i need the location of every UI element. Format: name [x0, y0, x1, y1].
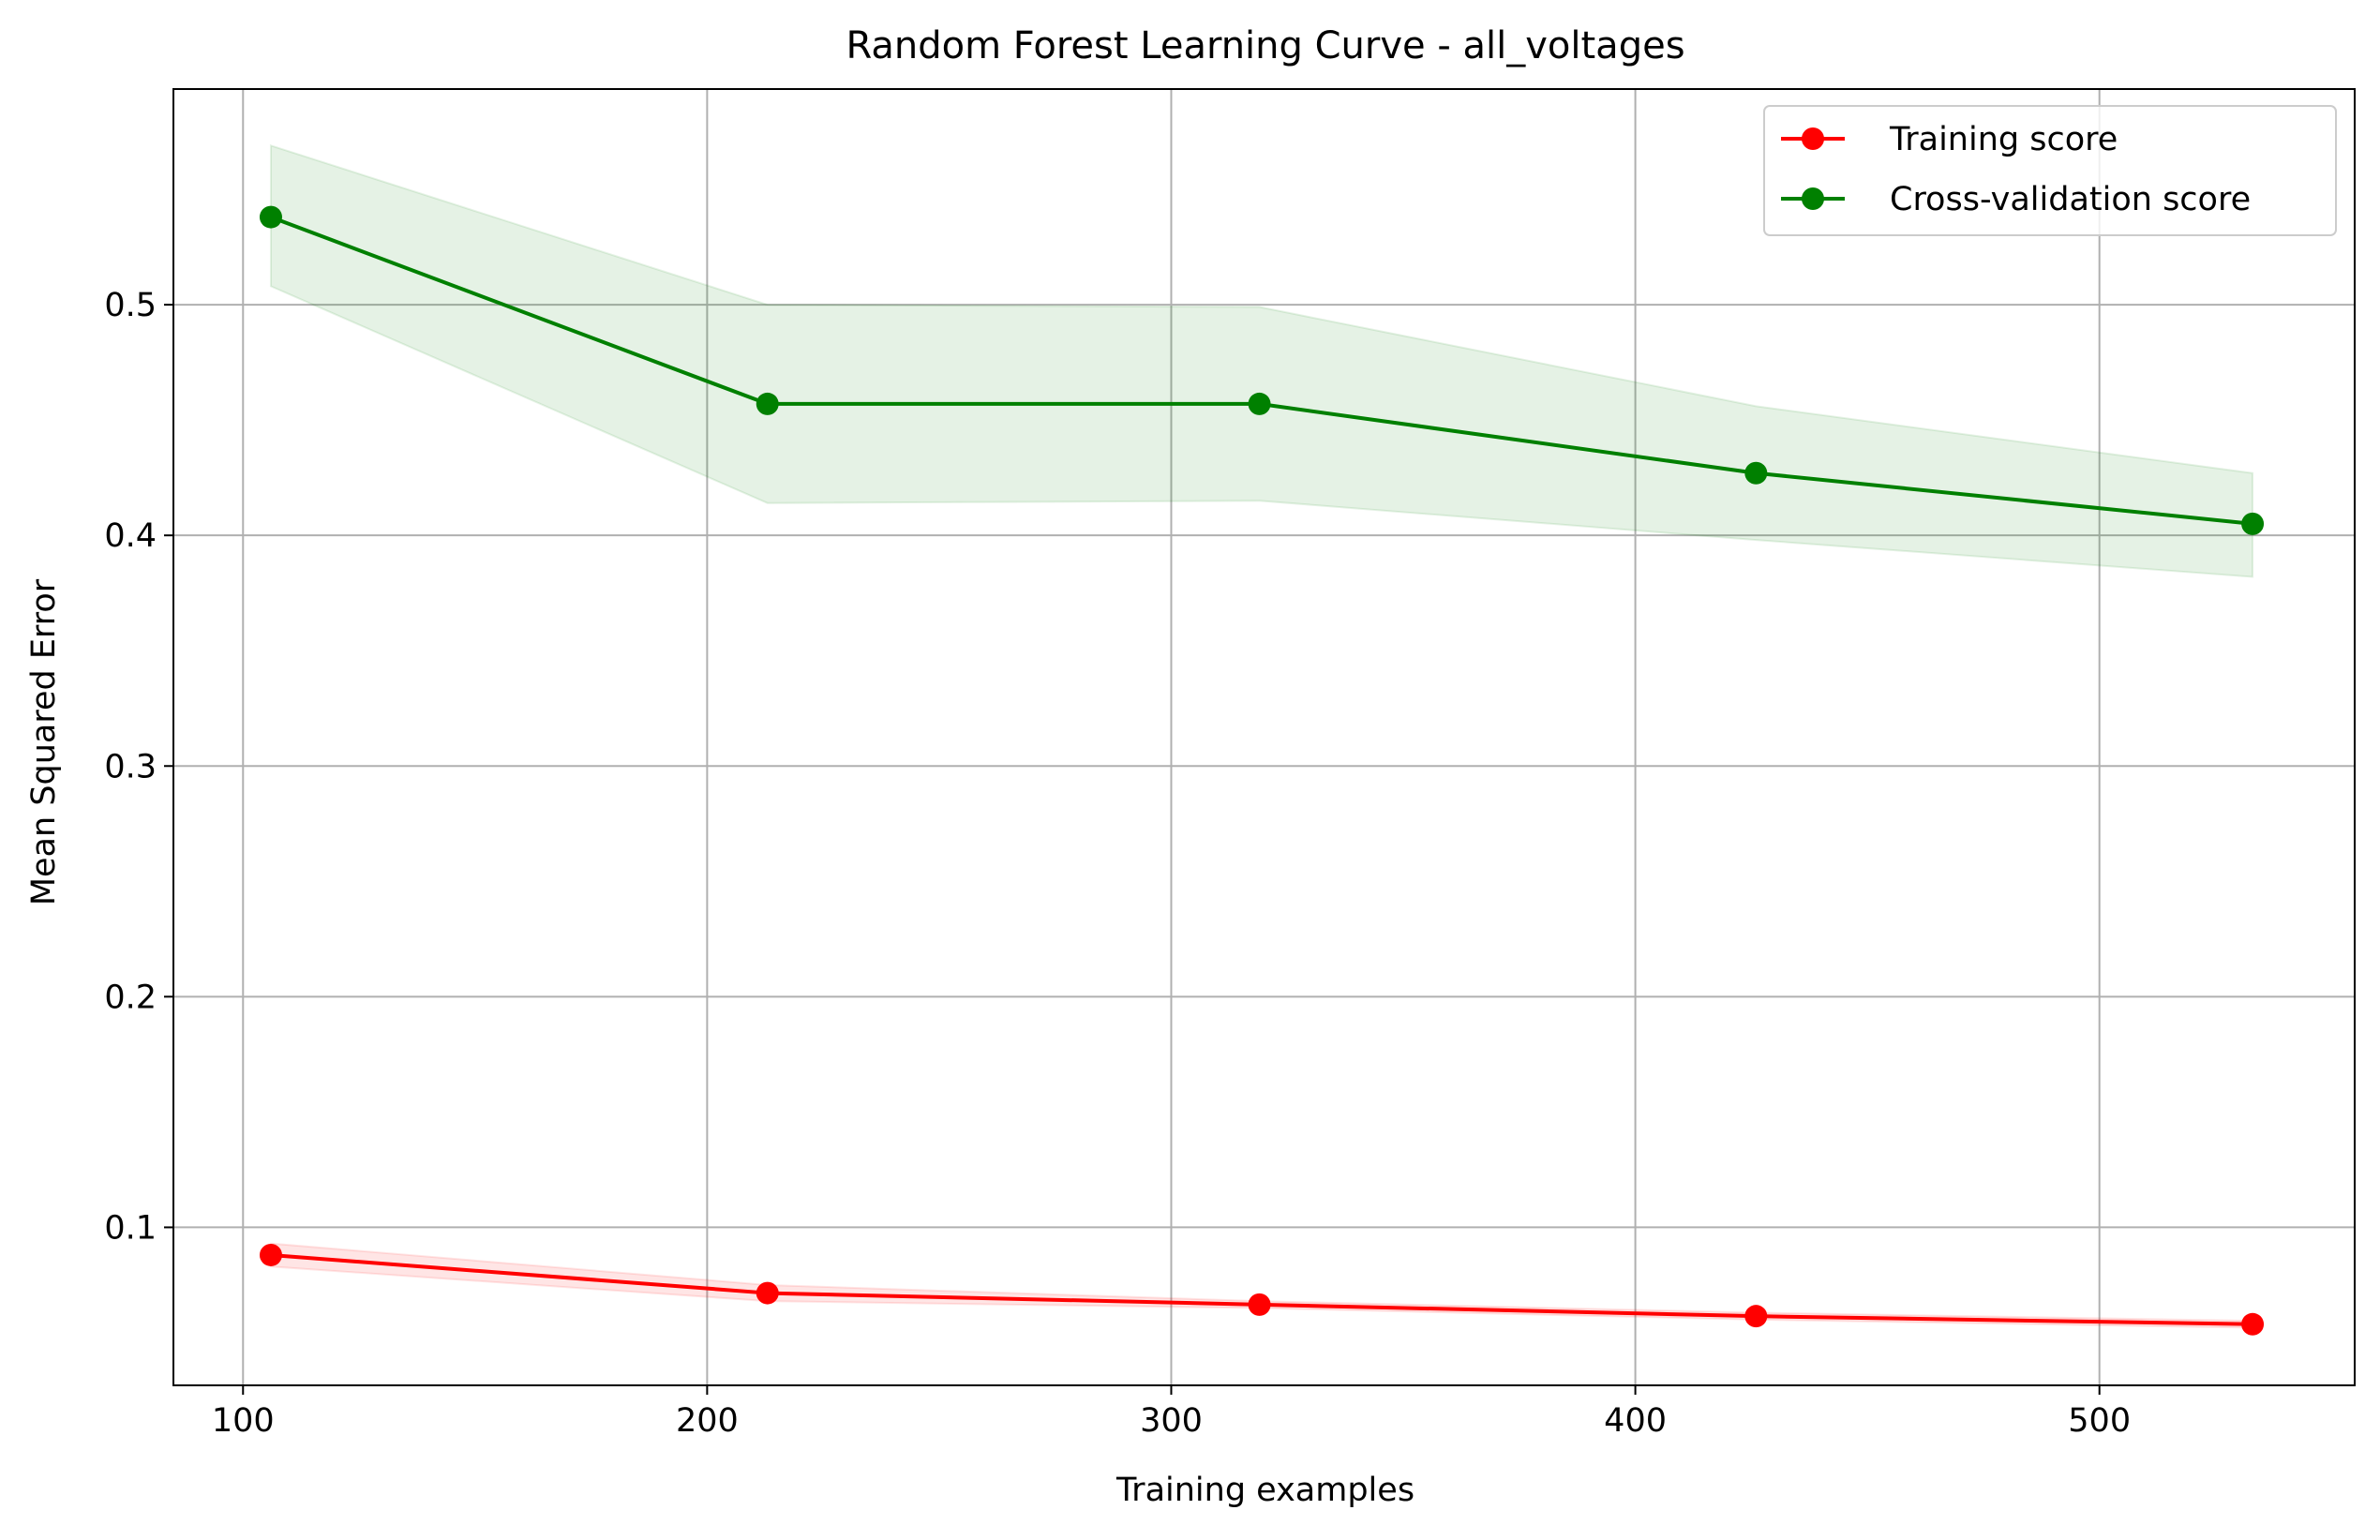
legend-cv-marker	[1802, 187, 1824, 210]
series-markers	[259, 205, 2265, 1336]
y-tick-label-0: 0.1	[104, 1209, 157, 1247]
chart-title: Random Forest Learning Curve - all_volta…	[846, 24, 1684, 67]
legend-training-label: Training score	[1889, 121, 2118, 158]
x-axis-label: Training examples	[1115, 1472, 1415, 1509]
training-point-1	[756, 1281, 779, 1305]
y-tick-label-2: 0.3	[104, 748, 157, 785]
cross-validation-point-4	[2241, 512, 2265, 535]
cross-validation-point-0	[259, 205, 282, 229]
legend: Training score Cross-validation score	[1763, 105, 2337, 236]
x-tick-label-4: 500	[2068, 1402, 2131, 1440]
training-point-2	[1248, 1293, 1271, 1316]
x-tick-label-1: 200	[676, 1402, 739, 1440]
axis-ticks: 100 200 300 400 500 0.1 0.2 0.3 0.4 0.5	[104, 287, 2131, 1440]
y-tick-label-3: 0.4	[104, 517, 157, 555]
x-tick-label-0: 100	[212, 1402, 275, 1440]
training-point-0	[259, 1243, 282, 1266]
legend-entry-cross-validation: Cross-validation score	[1781, 181, 2251, 218]
legend-cv-label: Cross-validation score	[1890, 181, 2251, 218]
x-tick-label-3: 400	[1604, 1402, 1667, 1440]
cross-validation-point-3	[1744, 461, 1768, 485]
legend-frame	[1763, 105, 2337, 236]
plot-frame	[172, 88, 2356, 1386]
cross-validation-point-1	[756, 392, 779, 415]
grid-lines	[173, 89, 2355, 1385]
cross-validation-point-2	[1248, 392, 1271, 415]
legend-training-marker	[1802, 127, 1824, 150]
x-tick-label-2: 300	[1140, 1402, 1203, 1440]
training-point-3	[1744, 1305, 1768, 1328]
legend-entry-training: Training score	[1781, 121, 2118, 158]
y-tick-label-4: 0.5	[104, 287, 157, 324]
training-point-4	[2241, 1312, 2265, 1336]
y-axis-label: Mean Squared Error	[25, 578, 63, 905]
y-tick-label-1: 0.2	[104, 979, 157, 1016]
